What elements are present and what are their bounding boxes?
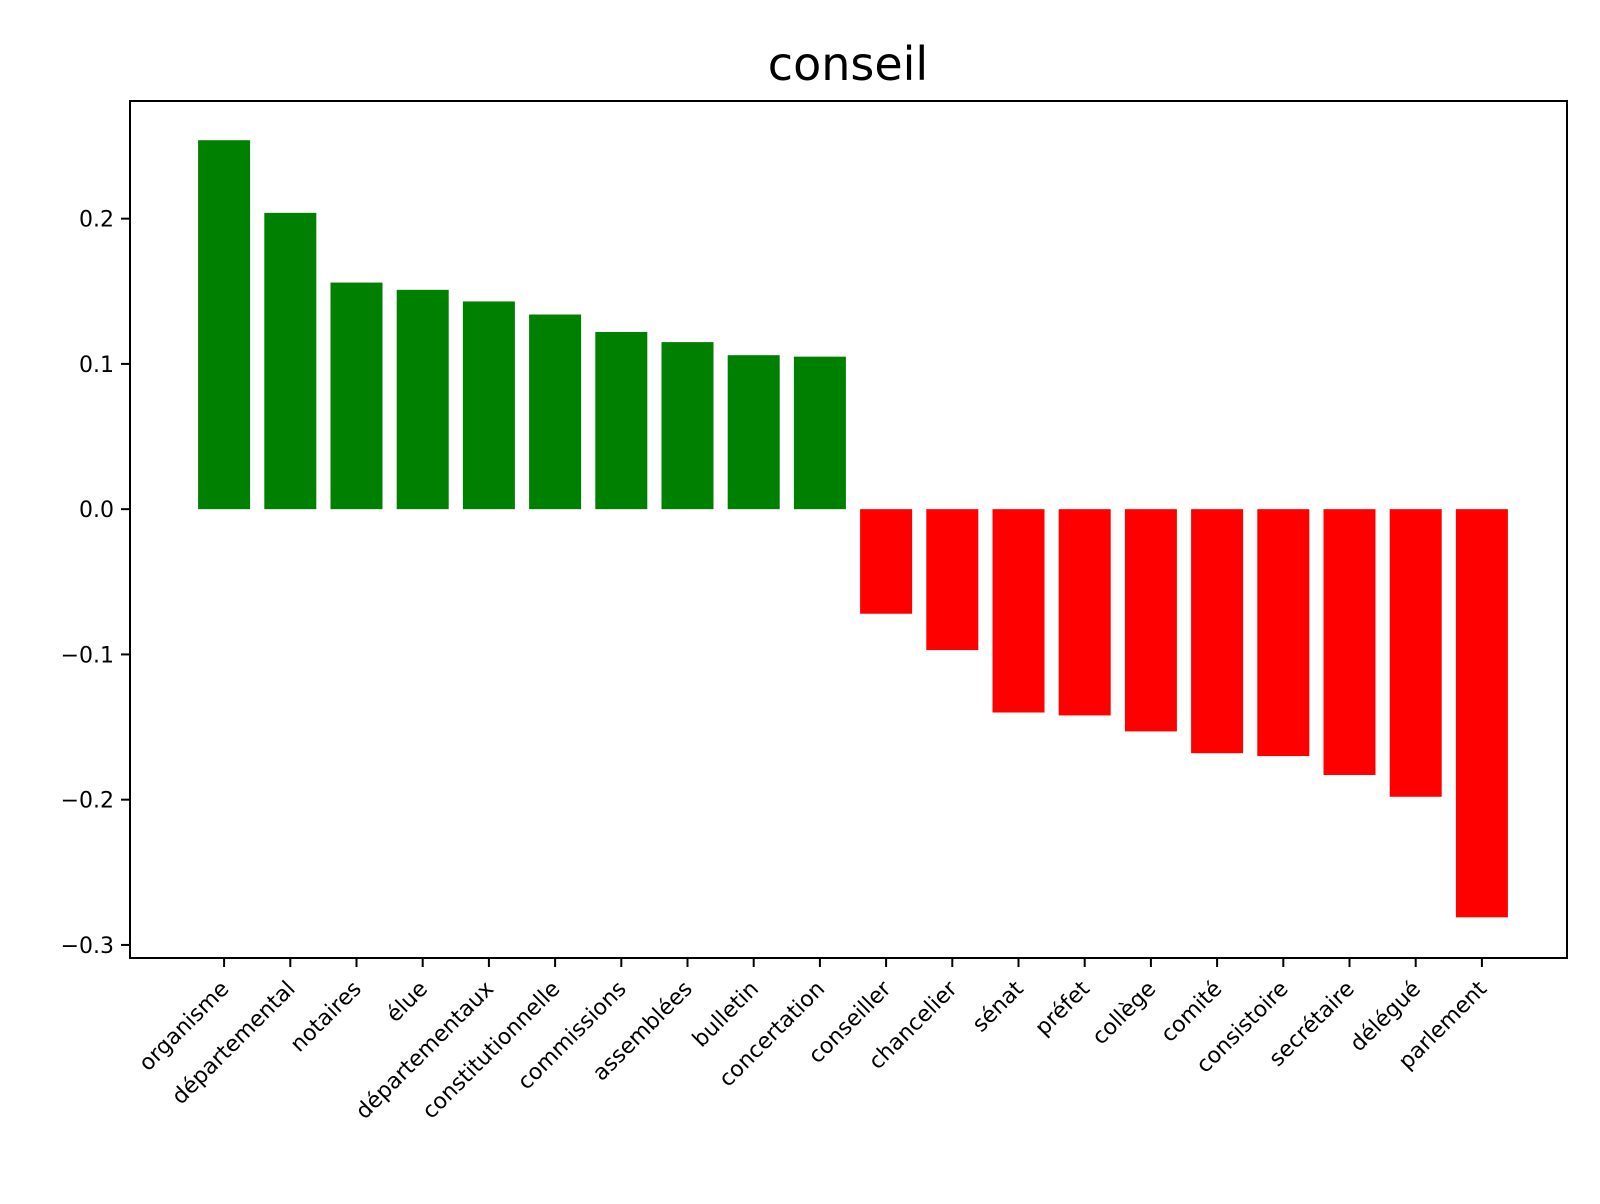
x-tick-label: élue — [382, 977, 433, 1028]
x-tick-label: départemental — [167, 977, 300, 1110]
chart-title: conseil — [768, 37, 928, 91]
bar-collège — [1124, 509, 1177, 732]
x-tick-label: notaires — [286, 977, 367, 1058]
bar-organisme — [198, 140, 251, 510]
x-tick-label: préfet — [1031, 976, 1096, 1041]
y-tick-label: −0.1 — [61, 643, 114, 668]
bars-layer — [198, 140, 1508, 918]
bar-constitutionnelle — [529, 314, 582, 510]
bar-consistoire — [1257, 509, 1310, 757]
bar-concertation — [793, 356, 846, 510]
y-tick-label: 0.1 — [79, 353, 114, 378]
bar-délégué — [1389, 509, 1442, 797]
bar-commissions — [595, 331, 648, 510]
bar-comité — [1191, 509, 1244, 754]
x-tick-label: collège — [1088, 977, 1161, 1050]
x-tick-label: sénat — [968, 976, 1029, 1037]
bar-assemblées — [661, 342, 714, 510]
y-tick-label: −0.2 — [61, 789, 114, 814]
plot-frame — [129, 100, 1568, 959]
bar-départemental — [264, 212, 317, 510]
bar-secrétaire — [1323, 509, 1376, 775]
bar-départementaux — [462, 301, 515, 510]
bar-notaires — [330, 282, 383, 510]
bar-parlement — [1455, 509, 1508, 918]
bar-préfet — [1058, 509, 1111, 716]
y-tick-label: −0.3 — [61, 934, 114, 959]
y-tick-label: 0.0 — [79, 498, 114, 523]
bar-sénat — [992, 509, 1045, 713]
bar-bulletin — [727, 355, 780, 510]
y-axis: −0.3 −0.2 −0.1 0.0 0.1 0.2 — [61, 208, 130, 959]
bar-chancelier — [926, 509, 979, 651]
y-tick-label: 0.2 — [79, 208, 114, 233]
bar-conseiller — [860, 509, 913, 614]
bar-élue — [396, 289, 449, 510]
